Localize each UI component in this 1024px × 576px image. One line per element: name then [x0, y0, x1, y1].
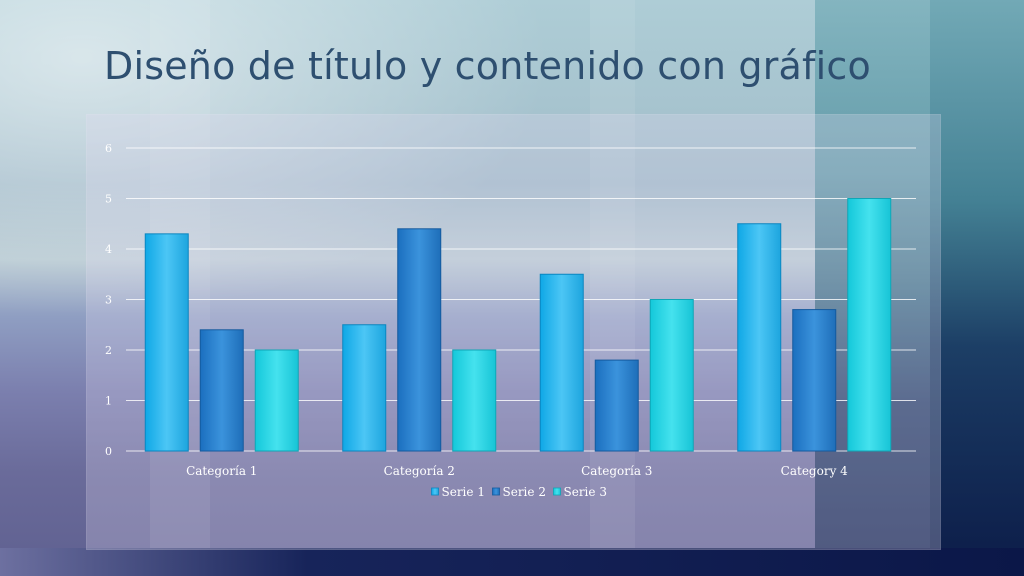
bars	[144, 198, 892, 452]
bar-3-1	[254, 349, 299, 452]
bar-3-2	[452, 349, 497, 452]
background-right-edge	[930, 0, 1024, 576]
y-tick-label: 6	[105, 142, 112, 155]
y-tick-label: 2	[105, 344, 112, 357]
y-axis-ticks: 0 1 2 3 4 5 6	[105, 142, 112, 458]
legend: Serie 1 Serie 2 Serie 3	[431, 485, 607, 499]
bar-1-3	[539, 273, 584, 452]
bar-1-4	[737, 223, 782, 452]
background-stripe	[590, 0, 635, 576]
y-tick-label: 3	[105, 294, 112, 307]
bar-3-3	[649, 299, 694, 452]
bar-2-2	[397, 228, 442, 452]
legend-swatch-1	[431, 487, 439, 496]
y-tick-label: 4	[105, 243, 112, 256]
legend-swatch-2	[492, 487, 500, 496]
x-axis-ticks: Categoría 1 Categoría 2 Categoría 3 Categor…	[186, 464, 848, 478]
legend-label-1: Serie 1	[442, 485, 485, 499]
bar-3-4	[847, 198, 892, 452]
legend-label-3: Serie 3	[564, 485, 607, 499]
y-tick-label: 1	[105, 395, 112, 408]
bar-1-1	[144, 233, 189, 452]
bar-2-1	[199, 329, 244, 452]
y-tick-label: 5	[105, 193, 112, 206]
bar-2-4	[792, 309, 837, 452]
legend-swatch-3	[553, 487, 561, 496]
x-tick-label: Categoría 1	[186, 464, 257, 478]
x-tick-label: Categoría 3	[581, 464, 652, 478]
x-tick-label: Categoría 2	[384, 464, 455, 478]
y-tick-label: 0	[105, 445, 112, 458]
slide-title: Diseño de título y contenido con gráfico	[104, 44, 871, 88]
bar-2-3	[594, 359, 639, 452]
background-bottom-band	[0, 548, 1024, 576]
x-tick-label: Category 4	[781, 464, 848, 478]
bar-1-2	[342, 324, 387, 452]
legend-label-2: Serie 2	[503, 485, 546, 499]
